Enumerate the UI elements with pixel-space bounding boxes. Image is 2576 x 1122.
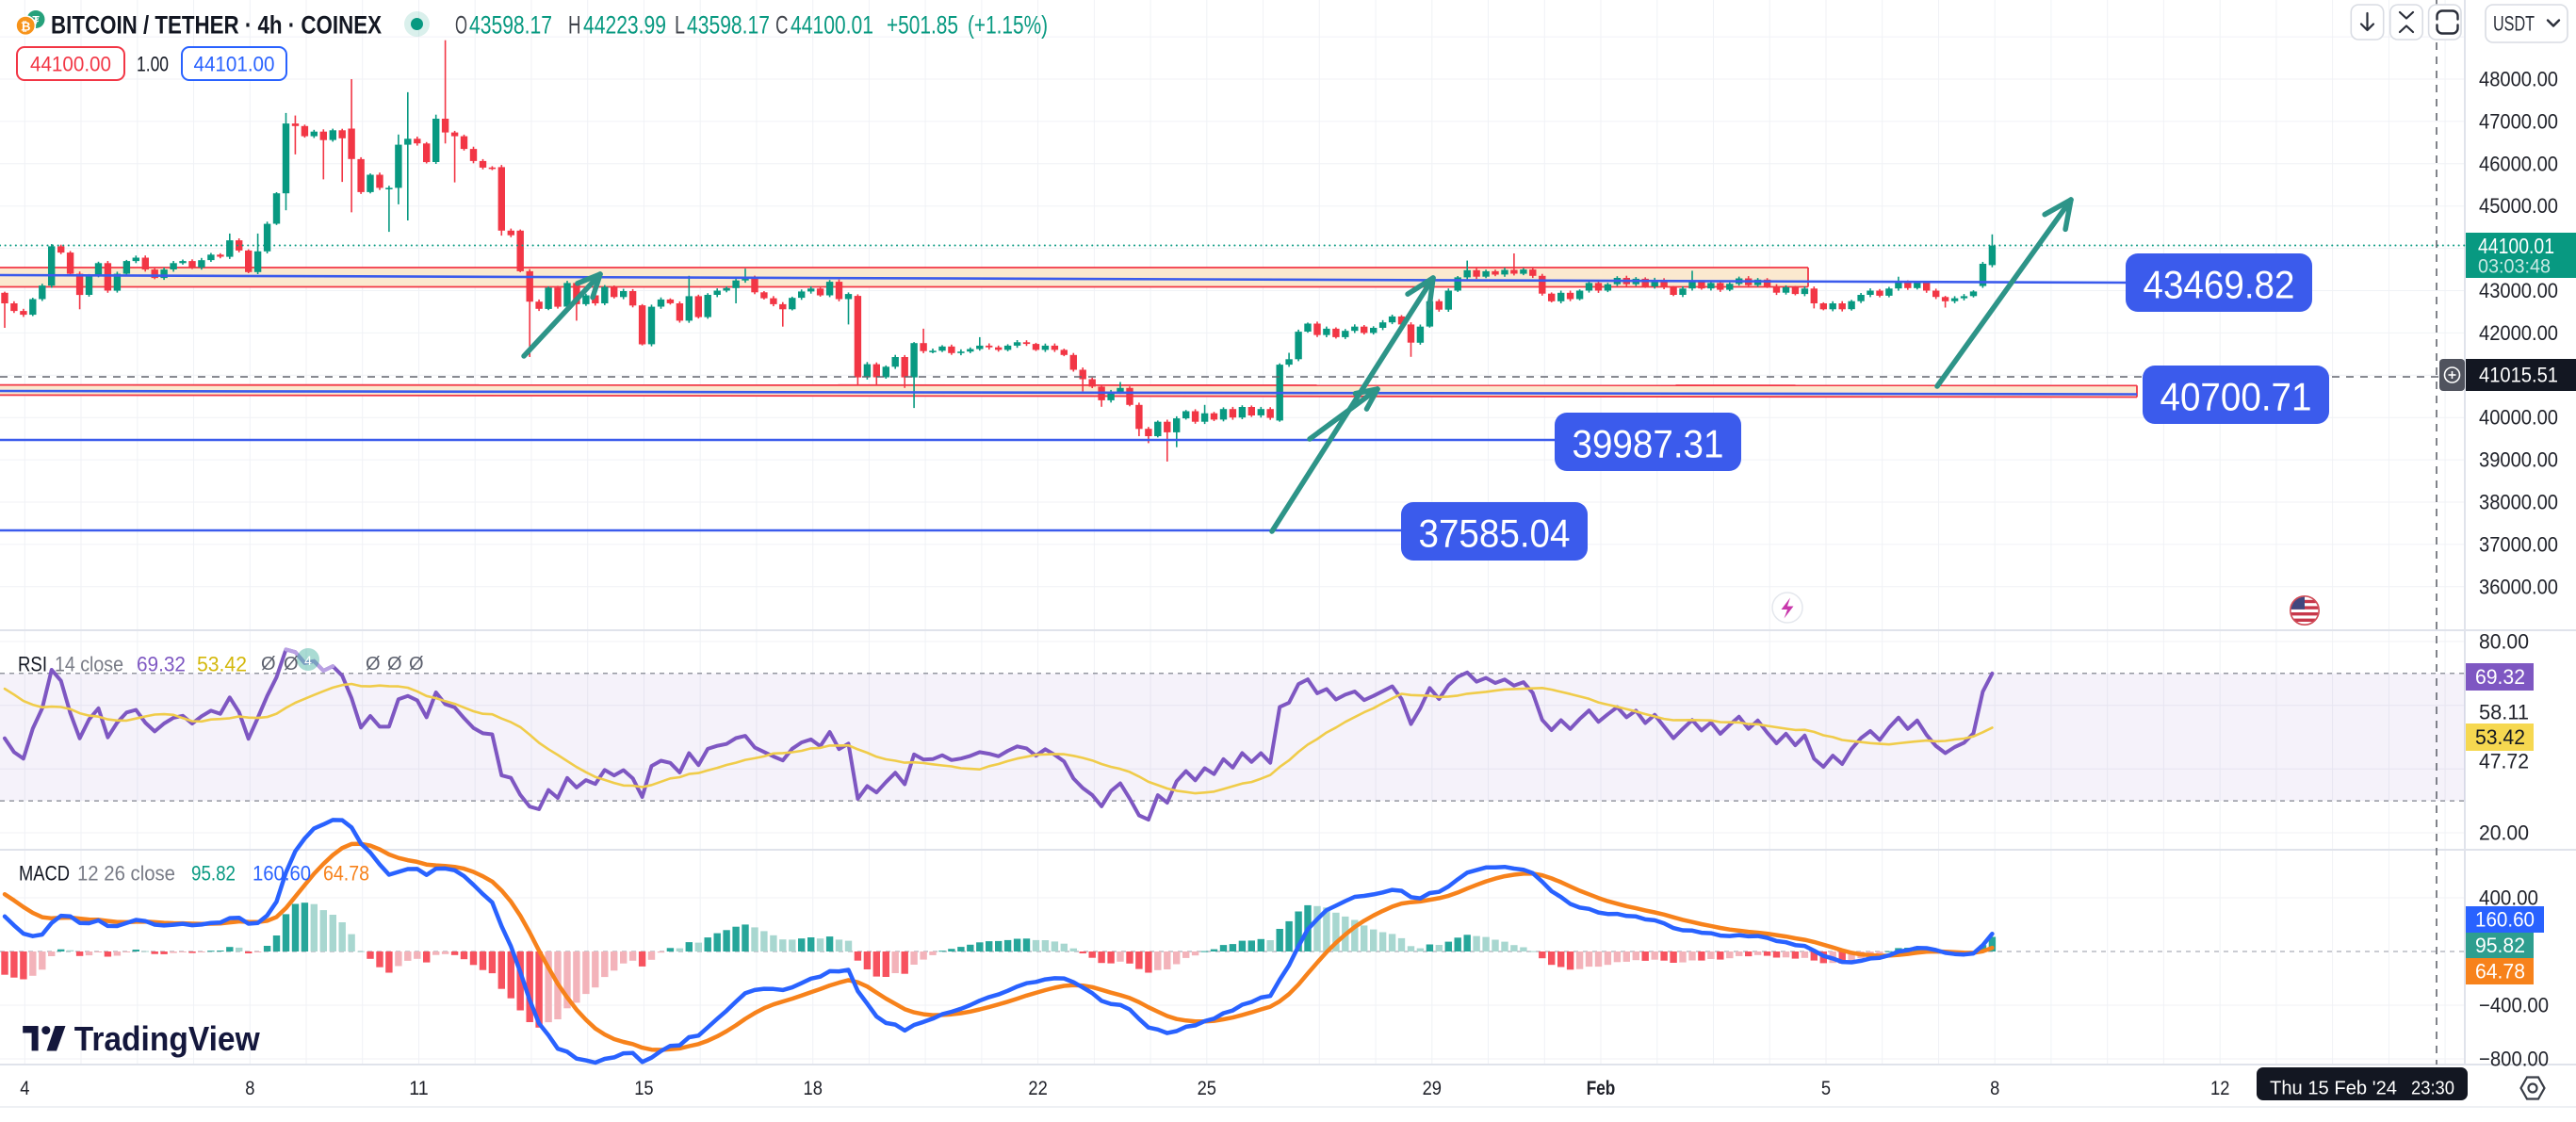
svg-text:H: H (568, 11, 581, 40)
svg-text:44100.01: 44100.01 (791, 11, 873, 40)
svg-text:USDT: USDT (2493, 12, 2535, 36)
svg-text:15: 15 (634, 1078, 653, 1099)
svg-text:47000.00: 47000.00 (2479, 109, 2558, 133)
svg-text:Feb: Feb (1587, 1078, 1616, 1099)
svg-text:38000.00: 38000.00 (2479, 491, 2558, 514)
svg-text:40000.00: 40000.00 (2479, 406, 2558, 430)
svg-text:400.00: 400.00 (2479, 886, 2538, 910)
svg-text:95.82: 95.82 (2475, 934, 2525, 957)
svg-text:43000.00: 43000.00 (2479, 279, 2558, 302)
svg-text:43598.17: 43598.17 (687, 11, 770, 40)
svg-text:46000.00: 46000.00 (2479, 152, 2558, 175)
svg-text:(+1.15%): (+1.15%) (968, 11, 1048, 40)
svg-text:O: O (455, 11, 467, 40)
svg-text:Ø: Ø (409, 654, 424, 675)
svg-text:37585.04: 37585.04 (1419, 512, 1571, 556)
svg-text:39987.31: 39987.31 (1573, 422, 1724, 466)
svg-text:43598.17: 43598.17 (469, 11, 552, 40)
svg-text:03:03:48: 03:03:48 (2478, 256, 2551, 278)
svg-text:12: 12 (2210, 1078, 2229, 1099)
svg-text:1.00: 1.00 (137, 53, 169, 76)
svg-text:₿: ₿ (21, 20, 31, 34)
svg-text:44100.00: 44100.00 (30, 53, 111, 76)
svg-text:69.32: 69.32 (137, 653, 186, 676)
svg-text:Ø: Ø (366, 654, 381, 675)
svg-text:42000.00: 42000.00 (2479, 321, 2558, 345)
svg-text:44101.00: 44101.00 (194, 53, 275, 76)
svg-text:Ø: Ø (261, 654, 276, 675)
svg-text:4: 4 (304, 653, 312, 668)
svg-text:48000.00: 48000.00 (2479, 68, 2558, 91)
svg-text:41015.51: 41015.51 (2479, 364, 2558, 387)
svg-text:43469.82: 43469.82 (2144, 263, 2295, 307)
svg-text:53.42: 53.42 (197, 653, 247, 676)
svg-text:8: 8 (245, 1078, 254, 1099)
svg-text:40700.71: 40700.71 (2160, 375, 2312, 419)
svg-text:44223.99: 44223.99 (583, 11, 666, 40)
svg-text:47.72: 47.72 (2479, 750, 2529, 773)
svg-text:BITCOIN / TETHER · 4h · COINEX: BITCOIN / TETHER · 4h · COINEX (51, 11, 382, 40)
svg-text:RSI: RSI (18, 653, 47, 676)
svg-text:Ø: Ø (284, 654, 299, 675)
svg-text:₮: ₮ (32, 14, 40, 27)
svg-text:25: 25 (1198, 1078, 1216, 1099)
svg-text:80.00: 80.00 (2479, 630, 2529, 654)
svg-text:53.42: 53.42 (2475, 725, 2525, 749)
svg-text:29: 29 (1423, 1078, 1442, 1099)
svg-text:L: L (675, 11, 685, 40)
svg-text:C: C (775, 11, 789, 40)
svg-text:95.82: 95.82 (191, 862, 236, 886)
svg-text:Ø: Ø (387, 654, 402, 675)
svg-text:TradingView: TradingView (74, 1019, 261, 1058)
svg-text:22: 22 (1028, 1078, 1047, 1099)
svg-text:4: 4 (20, 1078, 29, 1099)
svg-text:MACD: MACD (19, 862, 70, 886)
svg-text:23:30: 23:30 (2411, 1079, 2454, 1099)
svg-text:−400.00: −400.00 (2479, 994, 2549, 1017)
svg-text:58.11: 58.11 (2479, 701, 2529, 724)
svg-text:45000.00: 45000.00 (2479, 194, 2558, 218)
svg-text:44100.01: 44100.01 (2478, 234, 2554, 258)
svg-text:69.32: 69.32 (2475, 665, 2525, 689)
svg-text:12 26 close: 12 26 close (77, 862, 175, 886)
svg-text:−800.00: −800.00 (2479, 1048, 2549, 1071)
svg-text:160.60: 160.60 (2475, 908, 2535, 932)
svg-text:+501.85: +501.85 (887, 11, 958, 40)
svg-text:39000.00: 39000.00 (2479, 448, 2558, 472)
svg-text:Thu 15 Feb '24: Thu 15 Feb '24 (2270, 1079, 2397, 1099)
svg-text:14 close: 14 close (55, 653, 123, 676)
svg-text:20.00: 20.00 (2479, 821, 2529, 845)
svg-text:11: 11 (409, 1078, 428, 1099)
svg-text:37000.00: 37000.00 (2479, 532, 2558, 556)
svg-text:36000.00: 36000.00 (2479, 575, 2558, 598)
svg-text:64.78: 64.78 (2475, 960, 2525, 984)
svg-text:64.78: 64.78 (323, 862, 369, 886)
svg-text:18: 18 (804, 1078, 823, 1099)
svg-text:8: 8 (1990, 1078, 1999, 1099)
svg-text:5: 5 (1821, 1078, 1831, 1099)
svg-text:160.60: 160.60 (253, 862, 311, 886)
